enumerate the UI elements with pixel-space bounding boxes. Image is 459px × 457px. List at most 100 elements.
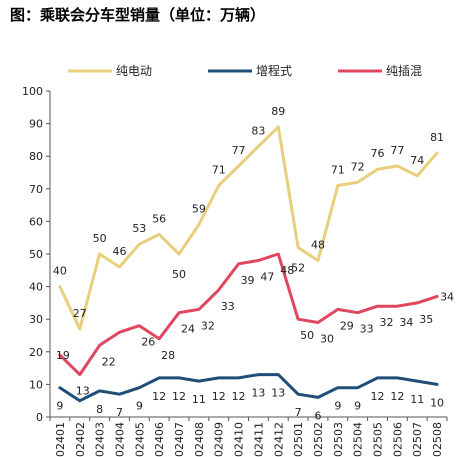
x-tick-label: 02508 (431, 422, 444, 457)
y-tick-label: 30 (29, 313, 43, 326)
data-label: 13 (271, 387, 285, 400)
legend-label-0: 纯电动 (116, 64, 152, 78)
data-label: 40 (53, 265, 67, 278)
data-label: 56 (152, 212, 166, 225)
x-tick-label: 02408 (193, 422, 206, 457)
data-label: 12 (172, 390, 186, 403)
data-label: 71 (331, 164, 345, 177)
x-tick-label: 02506 (391, 422, 404, 457)
data-label: 77 (232, 144, 246, 157)
y-tick-label: 20 (29, 346, 43, 359)
data-label: 9 (56, 400, 63, 413)
series-group (58, 125, 439, 403)
data-label: 12 (371, 390, 385, 403)
data-label: 7 (295, 406, 302, 419)
x-tick-label: 02403 (94, 422, 107, 457)
x-tick-label: 02507 (411, 422, 424, 457)
data-label: 48 (311, 239, 325, 252)
data-label: 33 (360, 323, 374, 336)
x-tick-label: 02401 (54, 422, 67, 457)
y-tick-label: 100 (22, 85, 43, 98)
series-line-2 (58, 252, 439, 377)
data-label: 81 (430, 131, 444, 144)
data-label: 9 (136, 400, 143, 413)
series-line-0 (58, 125, 439, 331)
data-label: 8 (96, 403, 103, 416)
data-label: 52 (291, 261, 305, 274)
data-label: 89 (271, 105, 285, 118)
data-label: 83 (251, 124, 265, 137)
x-tick-label: 02501 (292, 422, 305, 457)
data-label: 77 (390, 144, 404, 157)
legend-label-1: 增程式 (256, 63, 292, 78)
data-label: 50 (300, 329, 314, 342)
x-tick-label: 02411 (252, 422, 265, 457)
data-label: 74 (410, 154, 424, 167)
data-label: 7 (116, 406, 123, 419)
data-label: 71 (212, 164, 226, 177)
data-label: 50 (93, 232, 107, 245)
data-label: 32 (380, 316, 394, 329)
data-label: 12 (390, 390, 404, 403)
data-label: 26 (141, 336, 155, 349)
data-label: 35 (419, 313, 433, 326)
series-line-1 (58, 373, 439, 403)
data-label: 12 (212, 390, 226, 403)
data-label: 11 (192, 393, 206, 406)
x-tick-label: 02407 (173, 422, 186, 457)
chart-title: 图：乘联会分车型销量（单位：万辆） (10, 6, 266, 24)
x-tick-label: 02502 (312, 422, 325, 457)
y-tick-label: 10 (29, 378, 43, 391)
data-label: 19 (56, 349, 70, 362)
data-label: 59 (192, 203, 206, 216)
data-label: 34 (440, 290, 454, 303)
x-tick-label: 02505 (372, 422, 385, 457)
x-tick-label: 02402 (74, 422, 87, 457)
data-label: 53 (132, 222, 146, 235)
data-label: 76 (371, 147, 385, 160)
data-label: 39 (241, 274, 255, 287)
x-tick-label: 02504 (352, 422, 365, 457)
data-label: 72 (351, 160, 365, 173)
y-tick-label: 60 (29, 215, 43, 228)
data-label: 13 (76, 385, 90, 398)
x-tick-label: 02410 (233, 422, 246, 457)
data-label: 46 (112, 245, 126, 258)
data-label: 33 (221, 300, 235, 313)
x-tick-label: 02404 (113, 422, 126, 457)
data-label: 48 (280, 264, 294, 277)
data-label: 12 (232, 390, 246, 403)
data-label: 13 (251, 387, 265, 400)
data-label: 30 (320, 332, 334, 345)
data-label: 9 (334, 400, 341, 413)
data-label: 12 (152, 390, 166, 403)
data-label: 27 (73, 307, 87, 320)
data-label: 28 (161, 349, 175, 362)
data-label: 34 (399, 316, 413, 329)
data-label: 22 (102, 355, 116, 368)
y-tick-label: 50 (29, 248, 43, 261)
data-label: 6 (314, 409, 321, 422)
y-tick-label: 70 (29, 183, 43, 196)
y-tick-label: 0 (36, 411, 43, 424)
x-tick-label: 02405 (133, 422, 146, 457)
data-label: 29 (340, 319, 354, 332)
data-label: 24 (181, 323, 195, 336)
axes: 0 10 20 30 40 50 60 70 80 90 100 02401 02402 02403 024… (22, 85, 448, 457)
y-tick-label: 80 (29, 150, 43, 163)
legend-label-2: 纯插混 (386, 64, 422, 78)
data-label: 50 (172, 268, 186, 281)
y-tick-label: 40 (29, 281, 43, 294)
data-label: 11 (410, 393, 424, 406)
data-label: 32 (201, 319, 215, 332)
x-tick-label: 02406 (153, 422, 166, 457)
x-tick-label: 02412 (272, 422, 285, 457)
data-label: 47 (260, 271, 274, 284)
data-label: 10 (430, 396, 444, 409)
x-tick-label: 02409 (213, 422, 226, 457)
data-label: 9 (354, 400, 361, 413)
y-tick-label: 90 (29, 118, 43, 131)
legend: 纯电动 增程式 纯插混 (68, 63, 422, 78)
